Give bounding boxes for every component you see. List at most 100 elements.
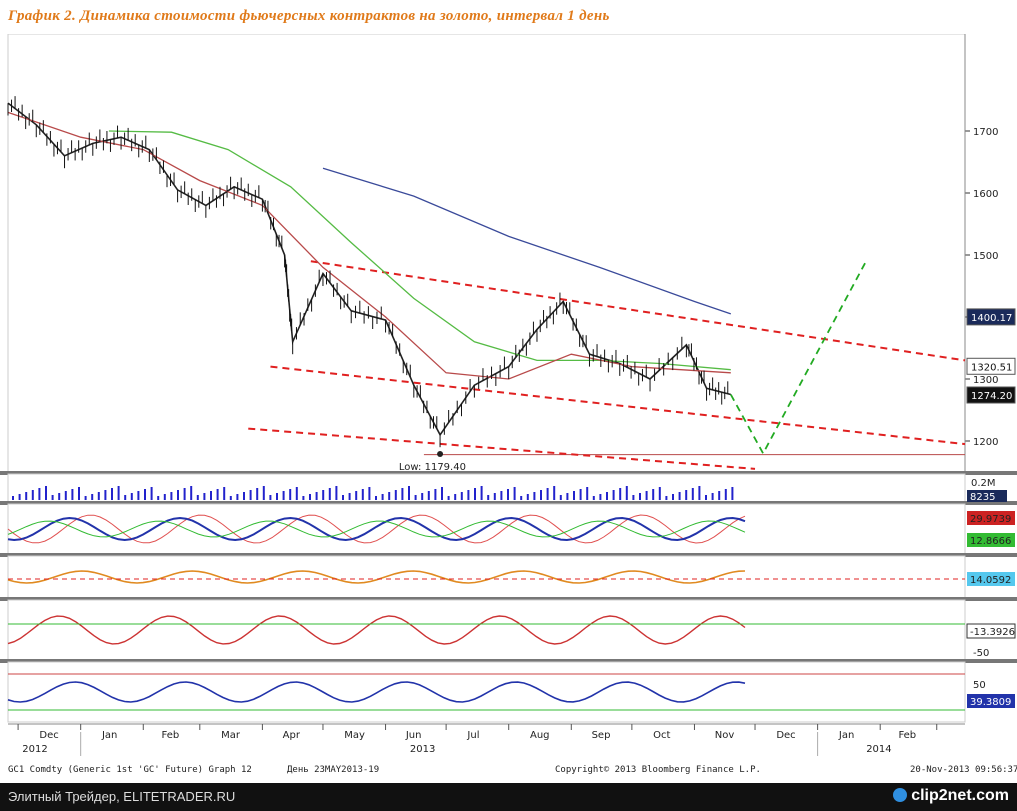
volume-bar [705, 495, 707, 500]
volume-bar [322, 490, 325, 500]
volume-bar [665, 496, 668, 500]
month-label: Feb [162, 730, 180, 741]
volume-bar [474, 488, 476, 500]
month-label: Aug [530, 730, 550, 741]
ind1-line-red [7, 514, 746, 544]
copyright-label: Copyright© 2013 Bloomberg Finance L.P. [555, 765, 761, 775]
volume-tick: 0.2M [971, 478, 996, 489]
volume-bar [401, 488, 404, 500]
volume-bar [573, 491, 575, 500]
ind4-tick: 50 [973, 680, 986, 691]
price-tag-bg [966, 308, 1016, 326]
price-plot-area [7, 34, 966, 473]
volume-bar [526, 494, 529, 500]
volume-bar [467, 490, 470, 500]
volume-bar [434, 489, 437, 500]
volume-bar [368, 487, 371, 500]
indicator1-panel [7, 503, 966, 555]
bloomberg-chart: 120013001400150016001700Low: 1179.401400… [0, 34, 1017, 775]
volume-bar [31, 490, 34, 500]
price-tag: 1274.20 [971, 391, 1012, 402]
y-tick-label: 1500 [973, 251, 998, 262]
volume-bar [289, 489, 292, 500]
volume-bar [25, 492, 28, 500]
volume-bar [216, 489, 219, 500]
volume-bar [645, 491, 648, 500]
volume-bar [592, 496, 595, 500]
panel-separator [0, 659, 1017, 663]
volume-bar [619, 488, 622, 500]
indicator4-panel [7, 661, 966, 723]
month-label: Jul [466, 730, 479, 741]
volume-bar [606, 492, 608, 500]
volume-bar [38, 488, 41, 500]
volume-bar [507, 489, 509, 500]
volume-bar [599, 494, 602, 500]
volume-bar [104, 490, 107, 500]
volume-bar [157, 496, 160, 500]
volume-bar [210, 491, 212, 500]
volume-bar [150, 487, 153, 500]
volume-bar [18, 494, 21, 500]
month-label: Jun [405, 730, 422, 741]
ind1-tag-bg [967, 533, 1015, 547]
volume-bar [328, 488, 331, 500]
ind4-line [7, 681, 746, 703]
timestamp-label: 20-Nov-2013 09:56:37 [910, 765, 1017, 775]
ind1-tag-bg [967, 511, 1015, 525]
price-tag: 1320.51 [971, 362, 1012, 373]
volume-bar [196, 495, 199, 500]
y-tick-label: 1200 [973, 437, 998, 448]
volume-bar [381, 494, 384, 500]
volume-bar [183, 488, 186, 500]
volume-bar [586, 487, 589, 500]
volume-bar [652, 489, 655, 500]
volume-bar [394, 490, 397, 500]
volume-bar [45, 486, 47, 500]
volume-bar [711, 493, 714, 500]
volume-bar [117, 486, 120, 500]
volume-bar [58, 493, 61, 500]
time-axis: Dec Jan Feb Mar Apr May Jun Jul Aug Sep Oct Nov Dec J… [8, 723, 965, 756]
footer-bar: Элитный Трейдер, ELITETRADER.RU clip2net… [0, 783, 1017, 811]
volume-bar [427, 491, 430, 500]
volume-bar [170, 492, 173, 500]
volume-bar [421, 493, 424, 500]
volume-bar [691, 488, 694, 500]
volume-tag-bg [967, 490, 1007, 502]
volume-bar [144, 489, 146, 500]
volume-bar [223, 487, 226, 500]
ma-line-1 [108, 130, 731, 371]
trend-line-1 [310, 260, 966, 362]
volume-bar [97, 492, 100, 500]
month-label: Oct [653, 730, 670, 741]
ind2-tag-bg [967, 572, 1015, 586]
volume-bar [302, 496, 305, 500]
low-annotation: Low: 1179.40 [399, 462, 466, 473]
volume-bar [342, 495, 344, 500]
ind2-value: 14.0592 [970, 575, 1011, 586]
trend-line-3 [248, 427, 756, 470]
price-panel: 120013001400150016001700Low: 1179.401400… [7, 34, 1016, 473]
volume-bar [658, 487, 661, 500]
volume-bar [520, 496, 523, 500]
volume-bar [487, 495, 490, 500]
volume-bar [282, 491, 285, 500]
volume-bar [130, 493, 133, 500]
ind3-value: -13.3926 [970, 627, 1015, 638]
volume-bar [612, 490, 615, 500]
volume-bar [249, 490, 252, 500]
ind3-tick: -50 [973, 648, 989, 659]
volume-bar [348, 493, 351, 500]
volume-bar [546, 488, 549, 500]
volume-bar [163, 494, 166, 500]
volume-bar [190, 486, 193, 500]
panel-separator [0, 471, 1017, 475]
ind4-value: 39.3809 [970, 697, 1011, 708]
month-label: Jan [838, 730, 854, 741]
volume-bar [177, 490, 179, 500]
volume-bar [454, 494, 457, 500]
volume-bar [229, 496, 232, 500]
low-marker [437, 451, 444, 458]
volume-bar [724, 489, 727, 500]
